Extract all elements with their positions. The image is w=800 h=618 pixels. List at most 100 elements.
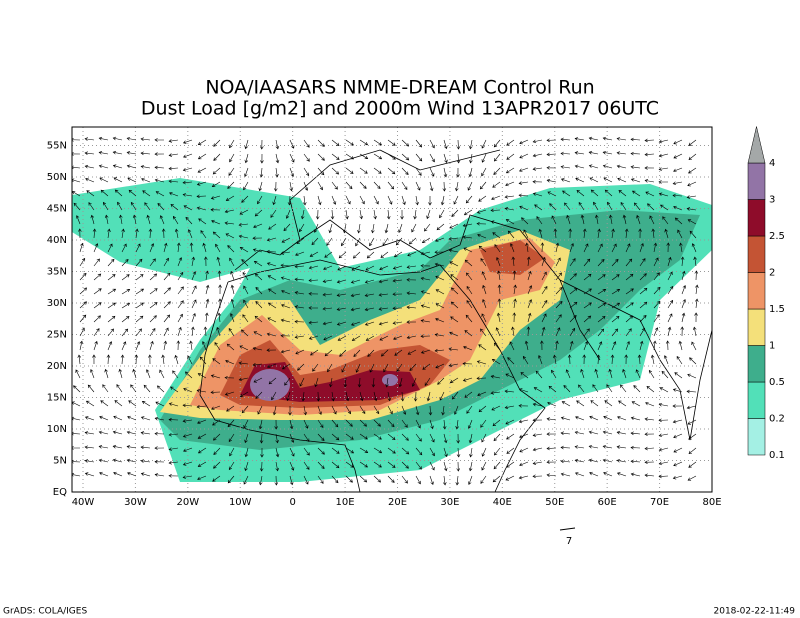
wind-arrow [239,247,249,253]
wind-arrow [462,223,473,228]
wind-arrow [197,373,207,379]
lat-label: 5N [53,456,67,467]
wind-arrow [355,237,361,247]
wind-arrow [177,286,184,295]
wind-arrow [439,391,445,401]
wind-arrow [551,215,557,225]
wind-arrow [135,258,143,267]
wind-arrow [72,401,81,407]
wind-arrow [197,139,207,146]
wind-arrow [75,369,81,379]
wind-arrow [182,475,193,479]
wind-arrow [203,326,208,337]
wind-arrow [401,139,410,147]
wind-arrow [197,167,207,173]
wind-arrow [694,270,699,281]
wind-arrow [154,459,165,464]
wind-arrow [625,243,631,253]
wind-arrow [378,279,389,284]
wind-arrow [274,475,279,486]
wind-arrow [331,461,340,469]
wind-arrow [217,312,222,323]
wind-arrow [455,475,460,486]
wind-arrow [574,472,585,477]
wind-arrow [541,313,547,323]
title-line: NOA/IAASARS NMME-DREAM Control Run [205,77,594,99]
wind-arrow [466,300,473,309]
wind-arrow [218,284,222,295]
wind-arrow [429,153,435,163]
wind-arrow [646,386,655,393]
wind-arrow [664,228,669,239]
colorbar-label: 4 [769,158,775,169]
wind-arrow [415,181,421,191]
wind-arrow [98,164,109,169]
wind-arrow [289,419,294,430]
wind-arrow [476,376,487,381]
wind-arrow [644,179,655,183]
wind-arrow [303,447,310,456]
wind-arrow [428,195,432,206]
wind-arrow [126,430,137,435]
wind-arrow [506,153,515,160]
wind-arrow [303,475,309,485]
wind-arrow [345,447,355,454]
wind-arrow [202,242,207,253]
wind-arrow [303,139,310,148]
wind-arrow [527,299,533,309]
wind-arrow [345,391,350,402]
wind-arrow [350,307,361,312]
wind-arrow [429,167,435,177]
wind-arrow [617,177,627,183]
wind-arrow [140,445,151,450]
wind-arrow [478,344,487,351]
wind-arrow [392,278,403,283]
wind-arrow [555,300,563,309]
colorbar-label: 0.5 [769,377,785,388]
wind-arrow [161,354,165,365]
wind-arrow [182,193,193,197]
wind-arrow [289,475,294,486]
wind-arrow [135,243,141,253]
wind-arrow [541,271,547,281]
wind-arrow [326,237,333,246]
wind-arrow [272,195,277,206]
wind-arrow [398,223,403,234]
wind-arrow [692,326,697,337]
wind-arrow [477,233,487,239]
wind-arrow [602,444,613,449]
wind-arrow [467,181,473,191]
wind-arrow [197,447,207,454]
wind-arrow [79,272,87,281]
wind-arrow [98,445,109,449]
wind-arrow [563,384,571,393]
wind-arrow [660,204,669,211]
wind-arrow [224,391,235,396]
wind-arrow [535,370,543,379]
wind-arrow [331,181,338,190]
wind-arrow [400,209,404,220]
wind-arrow [553,228,558,239]
wind-arrow [373,447,383,454]
wind-arrow [183,153,193,158]
wind-arrow [532,167,543,171]
wind-arrow [456,433,460,444]
wind-arrow [468,433,473,444]
wind-arrow [88,202,95,211]
wind-arrow [689,357,697,365]
wind-arrow [210,374,221,379]
wind-arrow [259,433,264,444]
wind-arrow [443,447,448,458]
wind-arrow [199,356,207,365]
wind-arrow [168,474,179,478]
wind-arrow [373,405,380,415]
wind-arrow [149,273,158,281]
wind-arrow [673,153,683,159]
wind-arrow [244,433,249,444]
wind-arrow [644,138,655,143]
wind-arrow [128,400,137,407]
wind-arrow [462,235,473,239]
wind-arrow [651,228,656,239]
wind-arrow [252,236,263,240]
wind-arrow [359,461,368,468]
